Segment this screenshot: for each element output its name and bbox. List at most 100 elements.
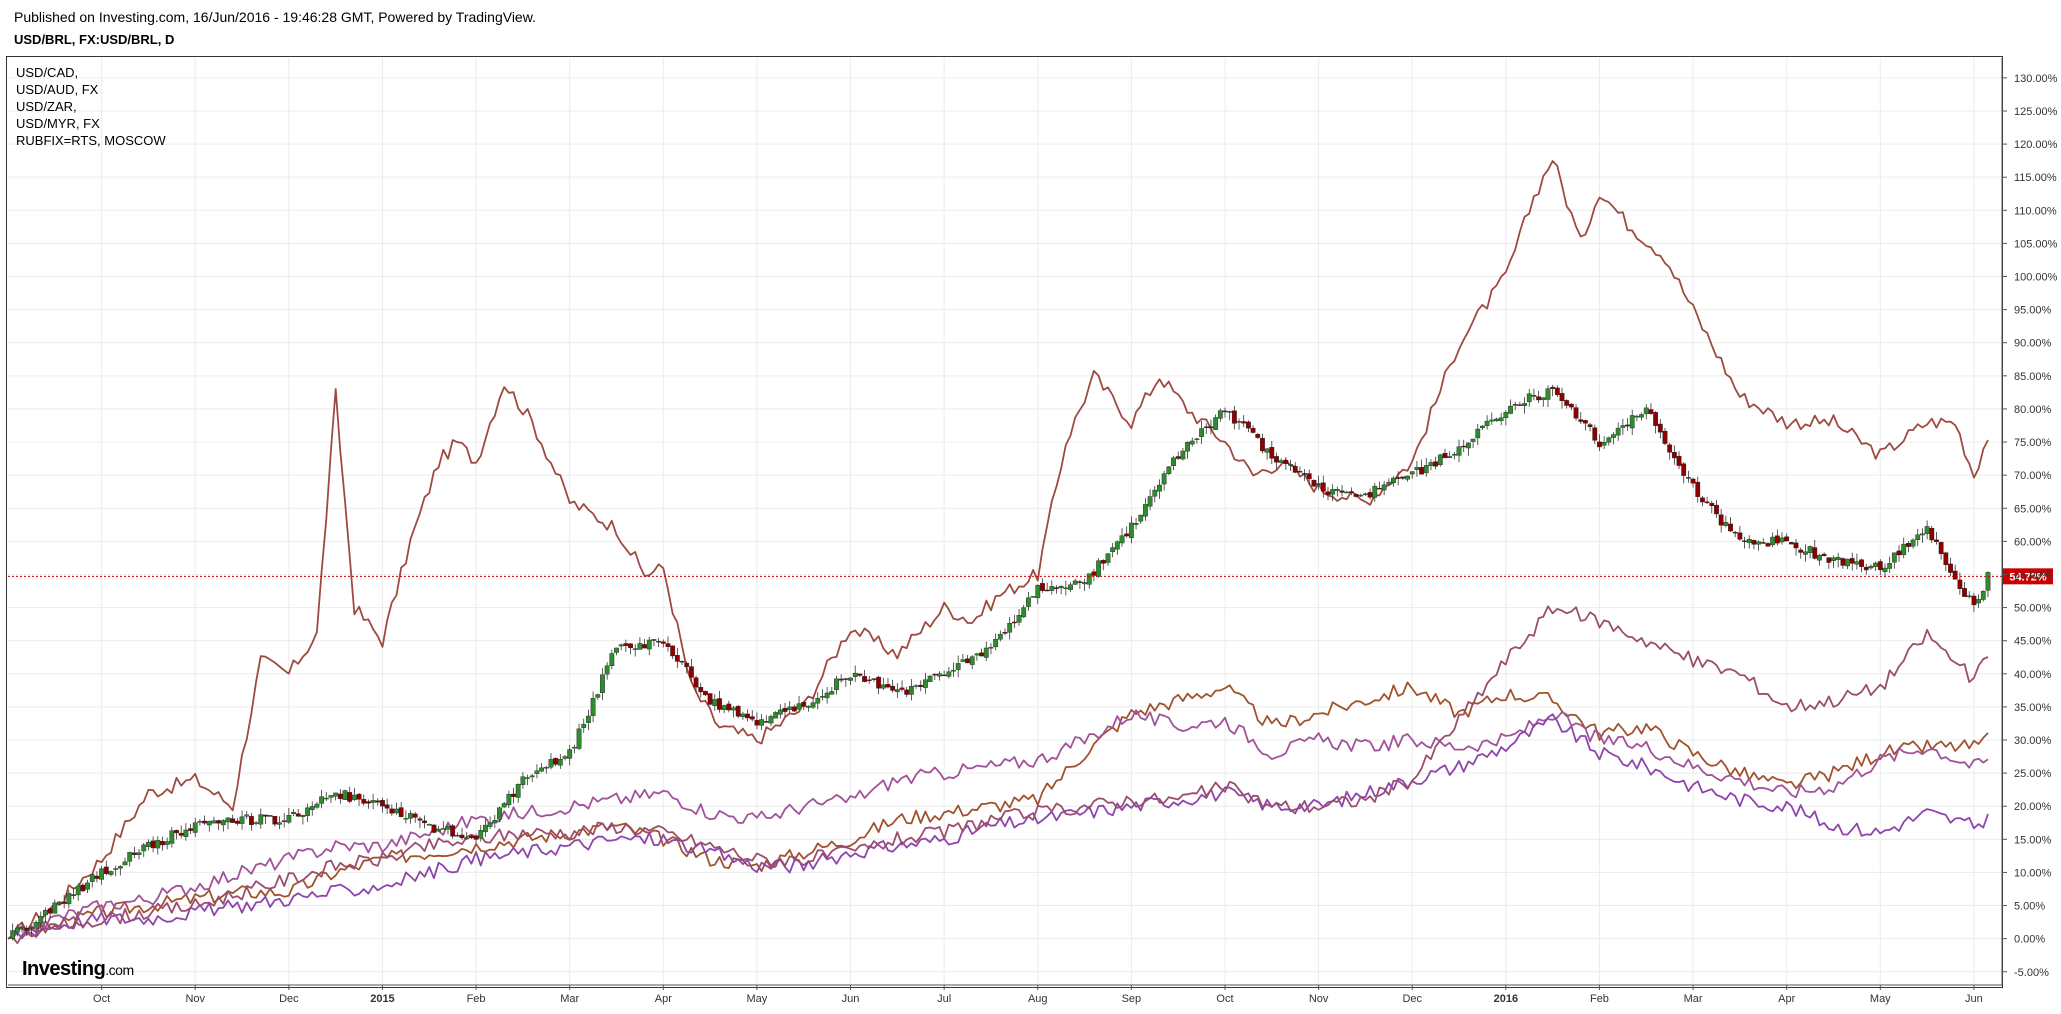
- candle-body: [768, 716, 774, 724]
- candle-body: [1756, 541, 1762, 545]
- candle-body: [347, 792, 353, 802]
- y-tick-label: 85.00%: [2014, 371, 2052, 383]
- candle-body: [1447, 456, 1453, 458]
- candle-body: [366, 801, 371, 804]
- candle-body: [740, 713, 746, 718]
- candle-body: [38, 916, 44, 924]
- candle-body: [150, 840, 156, 849]
- x-tick-label: Sep: [1122, 993, 1142, 1005]
- candle-body: [47, 908, 53, 914]
- candle-body: [389, 808, 395, 814]
- candle-body: [277, 822, 282, 825]
- candle-body: [1011, 621, 1017, 624]
- candle-body: [595, 694, 601, 698]
- candle-body: [1334, 489, 1340, 491]
- candle-body: [380, 800, 385, 807]
- candle-body: [188, 828, 193, 831]
- y-tick-label: 120.00%: [2014, 139, 2058, 151]
- x-tick-label: Dec: [279, 993, 299, 1005]
- candle-body: [806, 705, 811, 708]
- candle-body: [562, 756, 568, 759]
- candle-body: [1578, 419, 1584, 422]
- candles: [10, 384, 1991, 941]
- candle-body: [1166, 466, 1172, 475]
- candle-body: [169, 830, 175, 844]
- x-tick-label: May: [747, 993, 768, 1005]
- candle-body: [117, 866, 123, 869]
- candle-body: [1250, 427, 1256, 433]
- candle-body: [286, 815, 292, 823]
- candle-body: [253, 822, 259, 824]
- series-line: [7, 160, 1989, 940]
- candle-body: [1124, 533, 1130, 537]
- candle-body: [1770, 536, 1776, 546]
- candle-body: [1119, 535, 1125, 544]
- candle-body: [155, 840, 161, 849]
- candle-body: [866, 679, 872, 682]
- candle-body: [1105, 553, 1111, 563]
- candle-body: [1774, 535, 1780, 544]
- legend-item: USD/MYR, FX: [16, 116, 100, 131]
- candle-body: [955, 663, 961, 670]
- candle-body: [1522, 403, 1527, 406]
- candle-body: [1128, 522, 1134, 539]
- candle-body: [1311, 480, 1317, 487]
- candle-body: [1372, 485, 1378, 498]
- candle-body: [586, 715, 591, 723]
- candle-body: [791, 706, 797, 712]
- candle-body: [796, 703, 802, 710]
- candle-body: [314, 803, 320, 808]
- candle-body: [1180, 450, 1186, 460]
- candle-body: [122, 861, 128, 866]
- candle-body: [206, 821, 212, 826]
- candle-body: [1817, 554, 1822, 561]
- candle-body: [1676, 455, 1682, 466]
- candle-body: [1840, 558, 1846, 566]
- candle-body: [581, 723, 587, 728]
- candle-body: [1788, 542, 1794, 545]
- y-tick-label: 80.00%: [2014, 404, 2052, 416]
- candle-body: [473, 835, 479, 840]
- candle-body: [946, 671, 952, 677]
- candle-body: [1573, 407, 1579, 419]
- candle-body: [94, 875, 100, 879]
- candle-body: [1962, 588, 1967, 597]
- candle-body: [1653, 412, 1659, 426]
- legend-item: USD/AUD, FX: [16, 82, 99, 97]
- candle-body: [548, 759, 554, 768]
- candle-body: [408, 813, 413, 819]
- y-tick-label: 75.00%: [2014, 437, 2052, 449]
- candle-body: [1718, 514, 1724, 526]
- candle-body: [197, 821, 203, 823]
- candle-body: [300, 815, 306, 818]
- candle-body: [1742, 540, 1747, 542]
- candle-body: [1681, 463, 1687, 476]
- candle-body: [820, 696, 825, 698]
- candle-body: [1030, 596, 1036, 598]
- candle-body: [1620, 425, 1626, 428]
- candle-body: [272, 815, 278, 825]
- candle-body: [1508, 405, 1513, 414]
- candle-body: [356, 793, 362, 800]
- candle-body: [1695, 481, 1701, 497]
- current-price-label: 54.72%: [2009, 571, 2047, 583]
- candle-body: [1583, 420, 1588, 424]
- candle-body: [1793, 542, 1799, 549]
- candle-body: [1985, 572, 1991, 591]
- y-tick-label: 70.00%: [2014, 470, 2052, 482]
- candle-body: [838, 678, 844, 681]
- candle-body: [731, 707, 736, 711]
- candle-body: [1110, 547, 1116, 552]
- x-tick-label: Nov: [185, 993, 205, 1005]
- candle-body: [192, 822, 198, 833]
- candle-body: [721, 705, 727, 710]
- candle-body: [876, 676, 882, 689]
- candle-body: [263, 814, 268, 817]
- candle-body: [979, 652, 984, 657]
- candle-body: [1269, 446, 1275, 459]
- candle-body: [862, 676, 867, 682]
- legend-item: USD/CAD,: [16, 65, 79, 80]
- candle-body: [1737, 532, 1743, 540]
- candle-body: [370, 800, 376, 803]
- candle-body: [1648, 409, 1654, 414]
